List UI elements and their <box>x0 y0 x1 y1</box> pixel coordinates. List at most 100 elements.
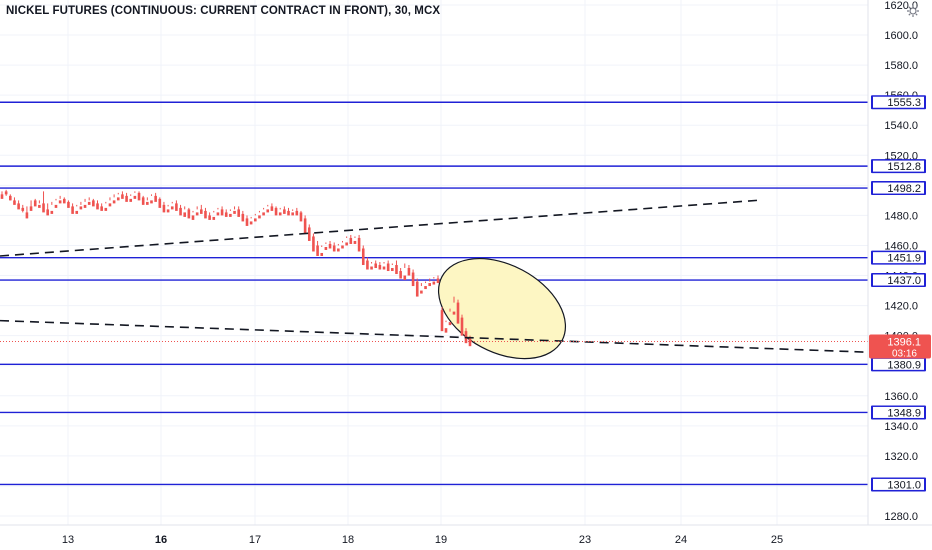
candle-body <box>162 204 166 213</box>
y-tick-label: 1600.0 <box>884 30 918 42</box>
x-tick-label: 24 <box>675 534 687 546</box>
candle-body <box>87 201 91 205</box>
candle-body <box>112 200 116 204</box>
candle-body <box>179 207 182 216</box>
y-tick-label: 1360.0 <box>884 391 918 403</box>
candle-body <box>328 243 332 249</box>
level-tag-label: 1451.9 <box>887 253 921 265</box>
candle-body <box>25 212 29 219</box>
candle-body <box>337 248 340 252</box>
trendline-lower[interactable] <box>0 319 869 353</box>
candle-body <box>141 197 145 205</box>
candle-body <box>312 236 315 252</box>
candle-body <box>229 213 232 217</box>
trendlines[interactable] <box>0 199 869 353</box>
y-tick-label: 1420.0 <box>884 301 918 313</box>
time-axis[interactable]: 13 16 17 18 19 23 24 25 <box>0 524 932 550</box>
candle-body <box>121 194 124 199</box>
candle-body <box>299 212 303 222</box>
highlight-ellipse[interactable] <box>421 238 582 379</box>
candle-body <box>468 338 472 347</box>
candle-body <box>200 209 203 214</box>
candle-body <box>262 212 265 216</box>
candle-body <box>154 195 157 202</box>
candle-body <box>33 200 37 207</box>
candle-body <box>166 209 170 213</box>
candle-body <box>220 209 224 216</box>
current-price-tag-bg <box>869 334 931 359</box>
candle-body <box>42 203 45 213</box>
candle-body <box>58 200 62 204</box>
y-tick-label: 1460.0 <box>884 240 918 252</box>
candle-body <box>407 268 411 276</box>
x-tick-label: 19 <box>435 534 447 546</box>
candle-body <box>274 207 278 216</box>
candle-body <box>278 212 282 216</box>
candle-body <box>415 281 419 297</box>
y-tick-label: 1540.0 <box>884 120 918 132</box>
candle-body <box>370 266 373 270</box>
level-tag-inner <box>873 406 924 418</box>
level-tag-inner <box>873 358 924 370</box>
candle-body <box>170 206 174 210</box>
candle-body <box>100 206 103 211</box>
candle-body <box>428 283 431 287</box>
candle-body <box>46 209 49 216</box>
candle-body <box>253 218 257 222</box>
candle-body <box>378 265 382 270</box>
candles-layer <box>0 189 472 347</box>
candle-body <box>75 210 79 214</box>
candle-body <box>125 195 128 202</box>
candle-body <box>448 322 452 326</box>
candle-body <box>320 252 324 256</box>
candle-body <box>96 203 99 210</box>
trendline-upper[interactable] <box>0 199 758 257</box>
candle-body <box>237 209 240 217</box>
y-tick-label: 1620.0 <box>884 0 918 12</box>
chart-title: NICKEL FUTURES (CONTINUOUS: CURRENT CONT… <box>6 5 441 17</box>
candle-body <box>432 281 436 285</box>
x-tick-label: 18 <box>342 534 354 546</box>
candle-body <box>424 286 427 290</box>
candle-body <box>403 275 407 281</box>
current-price-label: 1396.1 <box>887 337 921 349</box>
candle-body <box>332 245 336 252</box>
candle-body <box>137 192 141 201</box>
settings-gear-icon[interactable] <box>906 4 920 18</box>
candle-body <box>133 195 137 199</box>
candle-body <box>129 198 133 202</box>
candle-body <box>420 290 423 294</box>
candle-body <box>366 260 369 270</box>
candle-body <box>104 207 108 211</box>
level-tag-inner <box>873 96 924 108</box>
support-resistance-lines[interactable] <box>0 101 868 486</box>
level-tag-inner <box>873 182 924 194</box>
candle-body <box>436 278 440 284</box>
candle-body <box>116 197 120 201</box>
candle-body <box>212 216 216 220</box>
highlight-ellipse-shape[interactable] <box>421 238 582 379</box>
candle-body <box>146 201 149 205</box>
x-tick-label: 16 <box>155 534 167 546</box>
candle-countdown-label: 03:16 <box>892 349 917 360</box>
candle-body <box>460 317 464 336</box>
candle-body <box>395 265 398 275</box>
candle-body <box>399 271 402 279</box>
candle-body <box>67 201 70 208</box>
candle-body <box>195 212 199 216</box>
candle-body <box>175 203 178 211</box>
candle-body <box>295 210 299 216</box>
candle-body <box>38 204 41 208</box>
candle-body <box>224 212 228 217</box>
candle-body <box>249 221 253 225</box>
level-tag-inner <box>873 478 924 490</box>
candle-body <box>303 218 307 234</box>
candle-body <box>241 213 245 222</box>
candle-body <box>4 191 8 195</box>
level-tag-label: 1301.0 <box>887 479 921 491</box>
y-tick-label: 1320.0 <box>884 451 918 463</box>
candle-body <box>29 206 33 211</box>
candle-body <box>191 215 195 220</box>
candle-body <box>79 206 83 210</box>
